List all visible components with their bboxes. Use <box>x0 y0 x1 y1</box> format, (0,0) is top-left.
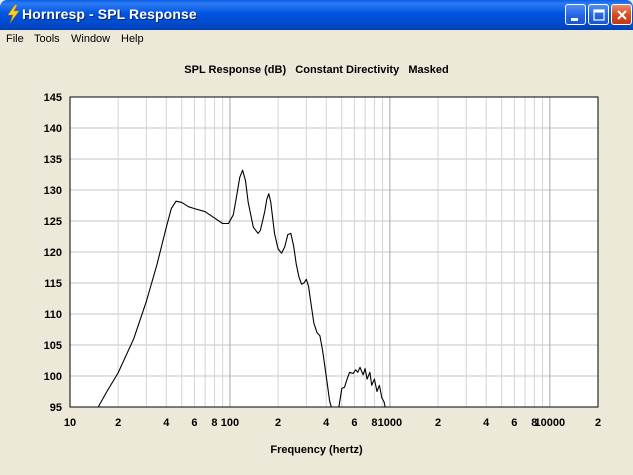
y-tick-label: 130 <box>44 185 62 197</box>
x-tick-label: 2 <box>275 417 281 429</box>
y-tick-label: 100 <box>44 371 62 383</box>
chart-title: SPL Response (dB) Constant Directivity M… <box>184 64 449 76</box>
menu-tools[interactable]: Tools <box>34 33 60 45</box>
spl-response-line <box>97 169 332 408</box>
x-tick-label: 4 <box>323 417 330 429</box>
y-tick-label: 125 <box>44 216 62 228</box>
y-tick-label: 145 <box>44 92 62 104</box>
y-tick-label: 105 <box>44 340 62 352</box>
x-tick-label: 8 <box>371 417 377 429</box>
data-lines <box>97 169 386 408</box>
x-tick-label: 4 <box>483 417 490 429</box>
y-tick-label: 110 <box>44 309 62 321</box>
menu-file[interactable]: File <box>6 33 24 45</box>
spl-response-line <box>338 366 386 408</box>
x-axis-title: Frequency (hertz) <box>270 444 363 456</box>
menu-bar: File Tools Window Help <box>0 30 633 49</box>
x-tick-label: 8 <box>531 417 537 429</box>
grid-lines <box>70 97 598 407</box>
maximize-button[interactable] <box>588 4 609 25</box>
y-tick-label: 140 <box>44 123 62 135</box>
x-tick-label: 2 <box>595 417 601 429</box>
y-axis-labels: 95 100 105 110 115 120 125 130 135 140 145 <box>44 92 62 414</box>
x-tick-label: 6 <box>191 417 197 429</box>
x-tick-label: 2 <box>435 417 441 429</box>
minimize-icon <box>571 18 578 21</box>
y-tick-label: 115 <box>44 278 62 290</box>
x-tick-label: 10000 <box>535 417 566 429</box>
lightning-bolt-icon <box>7 5 20 23</box>
window-title: Hornresp - SPL Response <box>22 6 197 22</box>
plot-frame <box>69 96 599 408</box>
minimize-button[interactable] <box>565 4 586 25</box>
x-tick-label: 6 <box>511 417 517 429</box>
menu-help[interactable]: Help <box>121 33 144 45</box>
x-tick-label: 8 <box>211 417 217 429</box>
maximize-icon <box>593 9 605 21</box>
x-tick-label: 1000 <box>378 417 402 429</box>
y-tick-label: 95 <box>50 402 62 414</box>
close-icon <box>617 10 627 20</box>
x-tick-label: 4 <box>163 417 170 429</box>
title-bar[interactable]: Hornresp - SPL Response <box>0 0 633 30</box>
x-tick-label: 10 <box>64 417 76 429</box>
x-tick-label: 6 <box>351 417 357 429</box>
y-tick-label: 135 <box>44 154 62 166</box>
x-tick-label: 100 <box>221 417 239 429</box>
x-tick-label: 2 <box>115 417 121 429</box>
close-button[interactable] <box>611 4 632 25</box>
y-tick-label: 120 <box>44 247 62 259</box>
menu-window[interactable]: Window <box>71 33 111 45</box>
